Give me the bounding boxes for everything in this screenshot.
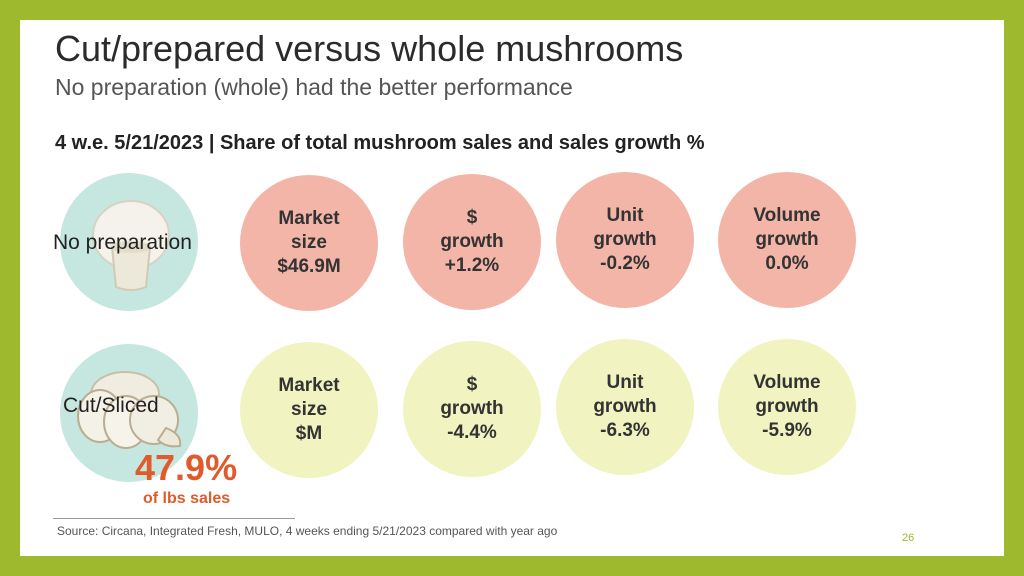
sliced-mushroom-circle [60,344,198,482]
row-label-no-preparation: No preparation [53,231,192,254]
slide-title: Cut/prepared versus whole mushrooms [55,28,684,69]
metric-line1: $ [466,207,478,228]
metric-line2: growth [755,229,819,250]
source-note: Source: Circana, Integrated Fresh, MULO,… [57,524,558,538]
share-percent: 47.9% [135,447,238,488]
metric-volume-growth-whole: Volume growth 0.0% [718,172,856,308]
sliced-mushroom-icon [77,371,182,449]
metric-value: $M [295,423,323,444]
metric-volume-growth-sliced: Volume growth -5.9% [718,339,856,475]
slide: Cut/prepared versus whole mushrooms No p… [20,20,1004,556]
metric-value: $46.9M [277,256,341,277]
metric-unit-growth-whole: Unit growth -0.2% [556,172,694,308]
share-label: of lbs sales [143,490,231,507]
metric-value: 0.0% [765,253,809,274]
metric-value: -0.2% [600,253,650,274]
metric-line1: Market [278,208,340,229]
metric-line1: Volume [753,372,821,393]
metric-dollar-growth-whole: $ growth +1.2% [403,174,541,310]
whole-mushroom-circle [60,173,198,311]
footer-divider [53,518,295,519]
metric-value: -6.3% [600,420,650,441]
metric-line1: $ [466,374,478,395]
metric-line1: Volume [753,205,821,226]
metric-line1: Unit [606,205,644,226]
metric-line2: growth [755,396,819,417]
metric-line2: size [291,399,327,420]
metric-market-size-sliced: Market size $M [240,342,378,478]
metric-line2: growth [593,396,657,417]
metric-line2: growth [440,231,504,252]
metric-line2: growth [440,398,504,419]
section-heading: 4 w.e. 5/21/2023 | Share of total mushro… [55,132,705,154]
metric-unit-growth-sliced: Unit growth -6.3% [556,339,694,475]
metric-line1: Market [278,375,340,396]
metric-value: +1.2% [444,255,500,276]
metric-market-size-whole: Market size $46.9M [240,175,378,311]
metric-value: -5.9% [762,420,812,441]
metric-value: -4.4% [447,422,497,443]
metric-dollar-growth-sliced: $ growth -4.4% [403,341,541,477]
metric-line2: growth [593,229,657,250]
whole-mushroom-icon [92,200,170,291]
metric-line2: size [291,232,327,253]
row-label-cut-sliced: Cut/Sliced [63,394,159,417]
page-number: 26 [902,532,915,544]
metric-line1: Unit [606,372,644,393]
slide-subtitle: No preparation (whole) had the better pe… [55,74,573,100]
